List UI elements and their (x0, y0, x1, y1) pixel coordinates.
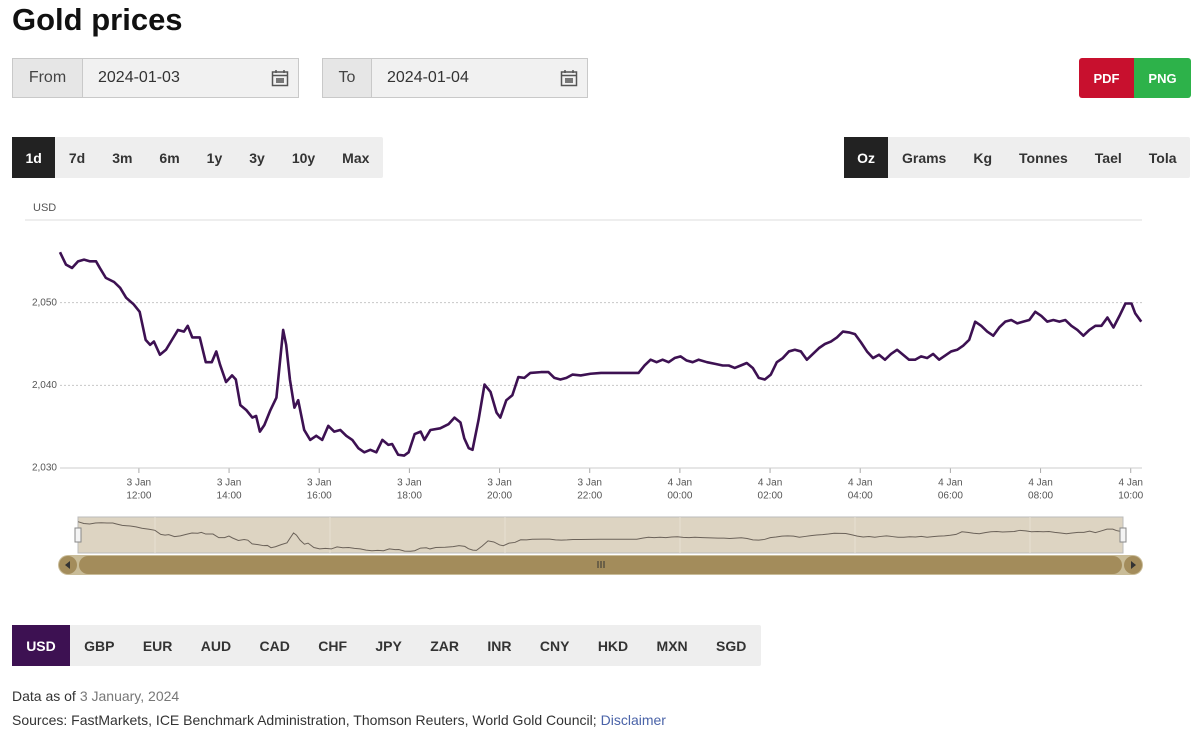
unit-tabs: Oz Grams Kg Tonnes Tael Tola (843, 137, 1190, 178)
x-tick-label: 08:00 (1028, 491, 1053, 502)
sources: Sources: FastMarkets, ICE Benchmark Admi… (12, 712, 666, 728)
tab[interactable]: USD (12, 625, 70, 666)
scroll-left-arrow (65, 561, 70, 569)
tab[interactable]: AUD (200, 637, 232, 654)
tab[interactable]: HKD (597, 637, 629, 654)
price-line (58, 251, 1143, 457)
chart: USD 2,030 2,040 2,050 3 Jan 12:00 3 Jan 14:00 3… (25, 202, 1144, 575)
x-tick-label: 02:00 (758, 491, 783, 502)
x-tick-label: 00:00 (667, 491, 692, 502)
to-value: 2024-01-04 (387, 69, 469, 86)
y-axis-title: USD (33, 202, 56, 214)
tab[interactable]: Tola (1148, 149, 1177, 166)
tab[interactable]: JPY (375, 637, 402, 654)
navigator-grid (154, 517, 1031, 553)
tab[interactable]: Tonnes (1019, 149, 1068, 166)
tab[interactable]: Grams (901, 149, 947, 166)
from-value: 2024-01-03 (98, 69, 180, 86)
tab[interactable]: Oz (843, 137, 889, 178)
export-buttons: PDF PNG (1079, 58, 1191, 98)
tab[interactable]: SGD (716, 637, 747, 654)
tab[interactable]: GBP (84, 637, 115, 654)
x-tick-label: 4 Jan (1028, 478, 1052, 489)
x-tick-label: 14:00 (217, 491, 242, 502)
to-input[interactable]: 2024-01-04 (372, 59, 587, 97)
x-tick-label: 3 Jan (307, 478, 331, 489)
navigator[interactable] (77, 516, 1124, 554)
tab[interactable]: MXN (656, 637, 688, 654)
tab[interactable]: 3m (112, 149, 133, 166)
x-tick-label: 4 Jan (758, 478, 782, 489)
tab[interactable]: CHF (318, 637, 347, 654)
x-tick-label: 3 Jan (397, 478, 421, 489)
x-tick-label: 4 Jan (848, 478, 872, 489)
x-tick-label: 16:00 (307, 491, 332, 502)
export-button[interactable]: PNG (1134, 58, 1191, 98)
export-button[interactable]: PDF (1079, 58, 1134, 98)
y-tick-label: 2,050 (32, 297, 57, 308)
tab[interactable]: EUR (142, 637, 173, 654)
tab[interactable]: 3y (249, 149, 265, 166)
tab[interactable]: 6m (159, 149, 180, 166)
from-input[interactable]: 2024-01-03 (83, 59, 298, 97)
to-field: To 2024-01-04 (322, 58, 588, 98)
y-tick-label: 2,040 (32, 380, 57, 391)
to-label: To (323, 59, 372, 97)
x-tick-label: 04:00 (848, 491, 873, 502)
data-as-of: Data as of 3 January, 2024 (12, 688, 179, 704)
x-tick-label: 12:00 (126, 491, 151, 502)
tab[interactable]: ZAR (430, 637, 459, 654)
x-tick-label: 22:00 (577, 491, 602, 502)
tab[interactable]: Kg (973, 149, 993, 166)
sources-text: Sources: FastMarkets, ICE Benchmark Admi… (12, 712, 597, 728)
x-tick-label: 18:00 (397, 491, 422, 502)
disclaimer-link[interactable]: Disclaimer (600, 712, 666, 728)
calendar-icon[interactable] (560, 69, 578, 87)
tab[interactable]: CNY (539, 637, 570, 654)
as-of-date: 3 January, 2024 (79, 688, 180, 704)
calendar-icon[interactable] (271, 69, 289, 87)
navigator-handle[interactable] (74, 527, 82, 543)
tab[interactable]: INR (487, 637, 512, 654)
page-title: Gold prices (12, 2, 183, 37)
from-label: From (13, 59, 83, 97)
tab[interactable]: 10y (291, 149, 316, 166)
tab[interactable]: CAD (259, 637, 290, 654)
x-tick-label: 4 Jan (668, 478, 692, 489)
x-tick-label: 3 Jan (217, 478, 241, 489)
navigator-line (77, 521, 1123, 552)
x-tick-label: 3 Jan (487, 478, 511, 489)
tab[interactable]: 7d (68, 149, 86, 166)
period-tabs: 1d 7d 3m 6m 1y 3y 10y Max (12, 137, 383, 178)
tab[interactable]: Max (342, 149, 370, 166)
x-tick-label: 20:00 (487, 491, 512, 502)
tab[interactable]: 1y (206, 149, 223, 166)
navigator-handle[interactable] (1119, 527, 1127, 543)
x-tick-label: 4 Jan (1118, 478, 1142, 489)
scrollbar-grip (597, 561, 605, 568)
x-tick-label: 3 Jan (577, 478, 601, 489)
from-field: From 2024-01-03 (12, 58, 299, 98)
tab[interactable]: 1d (12, 137, 56, 178)
y-tick-label: 2,030 (32, 463, 57, 474)
as-of-label: Data as of (12, 688, 76, 704)
tab[interactable]: Tael (1094, 149, 1122, 166)
x-tick-label: 06:00 (938, 491, 963, 502)
scroll-right-arrow (1131, 561, 1136, 569)
x-tick-label: 4 Jan (938, 478, 962, 489)
x-tick-label: 10:00 (1118, 491, 1143, 502)
x-tick-label: 3 Jan (127, 478, 151, 489)
currency-tabs: USD GBP EUR AUD CAD CHF JPY ZAR INR CNY HKD MXN SGD (12, 625, 761, 666)
